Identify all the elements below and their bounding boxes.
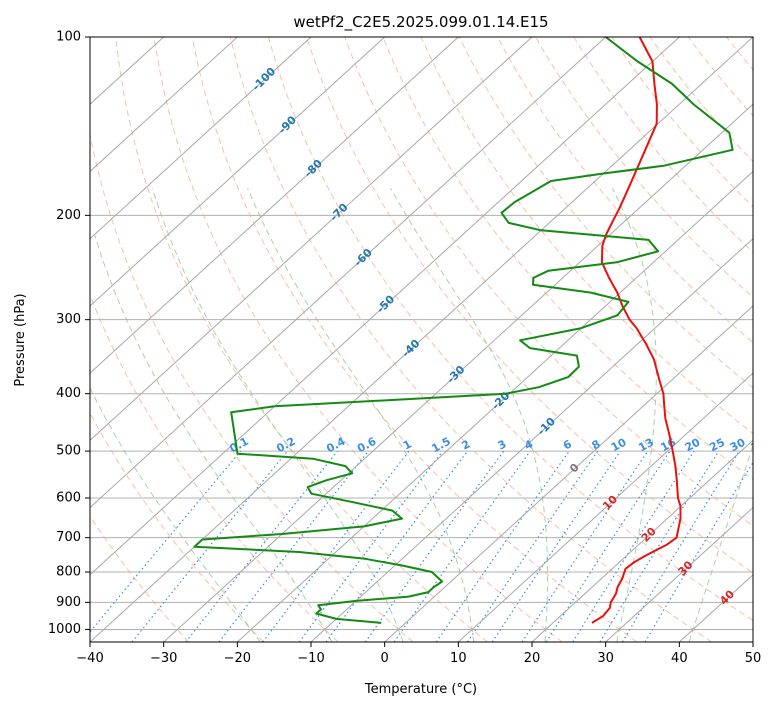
- x-tick-label: 0: [381, 651, 389, 666]
- x-tick-label: 10: [450, 651, 467, 666]
- y-tick-label: 700: [56, 530, 81, 545]
- y-tick-label: 200: [56, 208, 81, 223]
- y-tick-label: 900: [56, 595, 81, 610]
- x-tick-label: 20: [524, 651, 541, 666]
- x-tick-label: −40: [76, 651, 103, 666]
- y-axis-label: Pressure (hPa): [13, 293, 28, 386]
- x-tick-label: 40: [671, 651, 688, 666]
- x-axis-label: Temperature (°C): [364, 682, 477, 697]
- y-tick-label: 400: [56, 386, 81, 401]
- y-tick-label: 800: [56, 565, 81, 580]
- x-tick-label: 50: [745, 651, 762, 666]
- chart-title: wetPf2_C2E5.2025.099.01.14.E15: [293, 13, 548, 32]
- y-tick-label: 100: [56, 30, 81, 45]
- y-tick-label: 500: [56, 444, 81, 459]
- x-tick-label: −10: [297, 651, 324, 666]
- x-tick-label: −30: [150, 651, 177, 666]
- x-tick-label: 30: [597, 651, 614, 666]
- y-tick-label: 300: [56, 312, 81, 327]
- y-tick-label: 600: [56, 491, 81, 506]
- y-tick-label: 1000: [48, 622, 81, 637]
- x-tick-label: −20: [224, 651, 251, 666]
